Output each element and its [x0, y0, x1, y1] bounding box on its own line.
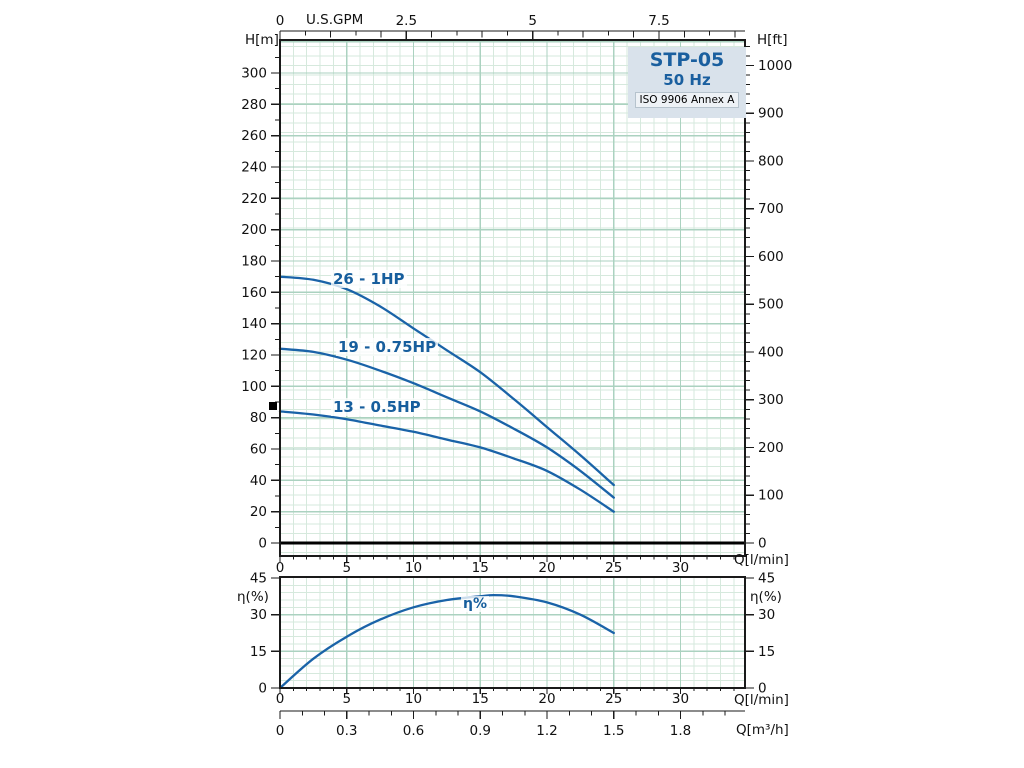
flow-lpm-axis-title-main: Q[l/min] [734, 552, 789, 568]
eff-x-tick-label: 5 [342, 691, 351, 707]
iso-standard-label: ISO 9906 Annex A [634, 92, 740, 109]
efficiency-chart-frame [279, 576, 746, 689]
eff-x-tick-label: 30 [672, 691, 689, 707]
eff-y-tick-label-left: 15 [250, 644, 267, 660]
head-m-axis-title: H[m] [245, 32, 279, 48]
eff-y-tick-label-right: 15 [758, 644, 775, 660]
y-tick-label-m: 40 [250, 473, 267, 489]
curve-label-19-075hp: 19 - 0.75HP [336, 338, 439, 356]
y-tick-label-m: 60 [250, 442, 267, 458]
eff-x-tick-label: 0 [276, 691, 285, 707]
eff-y-tick-label-right: 0 [758, 681, 767, 697]
head-ft-axis-title: H[ft] [757, 32, 788, 48]
curve-label-26-1hp: 26 - 1HP [331, 270, 407, 288]
y-tick-label-m: 300 [241, 66, 267, 82]
y-tick-label-ft: 200 [758, 440, 784, 456]
m3h-tick-label: 0.9 [470, 723, 491, 739]
eff-y-tick-label-left: 30 [250, 607, 267, 623]
flow-lpm-axis-title-eff: Q[l/min] [734, 692, 789, 708]
gpm-tick-label: 0 [276, 13, 285, 29]
gpm-axis-title: U.S.GPM [306, 12, 364, 28]
y-tick-label-ft: 600 [758, 249, 784, 265]
gpm-tick-label: 2.5 [396, 13, 417, 29]
head-curve [278, 410, 615, 513]
y-tick-label-m: 200 [241, 222, 267, 238]
y-tick-label-m: 80 [250, 410, 267, 426]
y-tick-label-m: 160 [241, 285, 267, 301]
y-tick-label-m: 240 [241, 160, 267, 176]
y-tick-label-m: 120 [241, 348, 267, 364]
y-tick-label-ft: 700 [758, 201, 784, 217]
frequency-label: 50 Hz [663, 70, 711, 89]
m3h-tick-label: 0.6 [403, 723, 424, 739]
gpm-tick-label: 7.5 [648, 13, 669, 29]
y-tick-label-ft: 1000 [758, 58, 792, 74]
eff-y-tick-label-left: 0 [258, 681, 267, 697]
y-tick-label-m: 180 [241, 254, 267, 270]
eff-y-tick-label-right: 30 [758, 607, 775, 623]
y-tick-label-m: 100 [241, 379, 267, 395]
x-tick-label-lpm: 30 [672, 560, 689, 576]
y-tick-label-m: 260 [241, 128, 267, 144]
y-tick-label-ft: 800 [758, 153, 784, 169]
m3h-tick-label: 1.8 [670, 723, 691, 739]
x-tick-label-lpm: 25 [605, 560, 622, 576]
y-tick-label-ft: 300 [758, 392, 784, 408]
eff-y-tick-label-right: 45 [758, 571, 775, 587]
eff-axis-title-right: η(%) [750, 589, 782, 605]
y-tick-label-ft: 100 [758, 488, 784, 504]
y-tick-label-ft: 0 [758, 536, 767, 552]
x-tick-label-lpm: 20 [538, 560, 555, 576]
eff-axis-title-left: η(%) [237, 589, 269, 605]
eff-x-tick-label: 10 [405, 691, 422, 707]
y-tick-label-m: 20 [250, 504, 267, 520]
m3h-tick-label: 1.5 [603, 723, 624, 739]
y-tick-label-m: 220 [241, 191, 267, 207]
m3h-tick-label: 0 [276, 723, 285, 739]
eff-x-tick-label: 20 [538, 691, 555, 707]
gpm-tick-label: 5 [528, 13, 537, 29]
model-info-panel: STP-05 50 Hz ISO 9906 Annex A [628, 47, 746, 118]
model-name: STP-05 [649, 49, 725, 71]
eff-x-tick-label: 15 [472, 691, 489, 707]
y-tick-label-m: 0 [258, 536, 267, 552]
y-tick-label-m: 280 [241, 97, 267, 113]
black-square-marker [269, 402, 277, 410]
x-tick-label-lpm: 5 [342, 560, 351, 576]
head-curve [278, 347, 615, 499]
y-tick-label-ft: 500 [758, 297, 784, 313]
y-tick-label-m: 140 [241, 316, 267, 332]
y-tick-label-ft: 400 [758, 344, 784, 360]
m3h-tick-label: 1.2 [536, 723, 557, 739]
eff-y-tick-label-left: 45 [250, 571, 267, 587]
curve-label-efficiency: η% [461, 596, 489, 612]
x-tick-label-lpm: 10 [405, 560, 422, 576]
eff-x-tick-label: 25 [605, 691, 622, 707]
x-tick-label-lpm: 15 [472, 560, 489, 576]
x-tick-label-lpm: 0 [276, 560, 285, 576]
flow-m3h-axis-title: Q[m³/h] [736, 722, 789, 738]
m3h-tick-label: 0.3 [336, 723, 357, 739]
y-tick-label-ft: 900 [758, 106, 784, 122]
efficiency-curve-path [278, 593, 615, 690]
curve-label-13-05hp: 13 - 0.5HP [331, 398, 423, 416]
main-chart-frame [279, 39, 746, 557]
